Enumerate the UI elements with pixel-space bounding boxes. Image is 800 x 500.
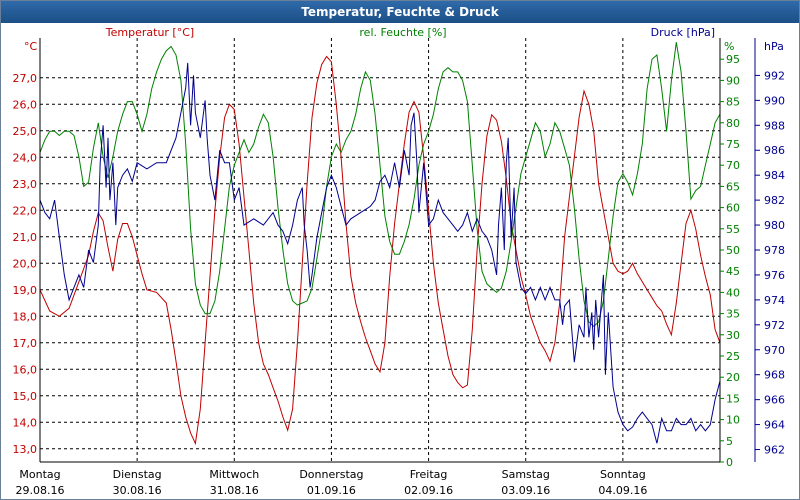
day-date-label: 29.08.16 [16, 484, 65, 497]
humidity-tick-label: 45 [726, 265, 740, 278]
temperature-tick-label: 17,0 [13, 337, 38, 350]
pressure-tick-label: 974 [764, 294, 785, 307]
humidity-tick-label: 25 [726, 350, 740, 363]
pressure-unit-label: hPa [764, 40, 784, 53]
day-date-label: 02.09.16 [404, 484, 453, 497]
temperature-tick-label: 14,0 [13, 416, 38, 429]
pressure-tick-label: 984 [764, 169, 785, 182]
temperature-tick-label: 19,0 [13, 284, 38, 297]
day-name-label: Samstag [502, 468, 550, 481]
temperature-tick-label: 15,0 [13, 390, 38, 403]
title-bar: Temperatur, Feuchte & Druck [1, 1, 799, 23]
humidity-tick-label: 75 [726, 138, 740, 151]
temperature-tick-label: 23,0 [13, 178, 38, 191]
pressure-tick-label: 992 [764, 69, 785, 82]
humidity-series-title: rel. Feuchte [%] [359, 26, 446, 39]
pressure-tick-label: 990 [764, 94, 785, 107]
day-name-label: Donnerstag [299, 468, 363, 481]
humidity-tick-label: 50 [726, 244, 740, 257]
pressure-series-line [39, 62, 721, 444]
humidity-tick-label: 0 [726, 456, 733, 469]
pressure-tick-label: 980 [764, 219, 785, 232]
day-name-label: Montag [19, 468, 60, 481]
temperature-tick-label: 22,0 [13, 204, 38, 217]
pressure-tick-label: 978 [764, 244, 785, 257]
temperature-tick-label: 26,0 [13, 98, 38, 111]
pressure-tick-label: 970 [764, 344, 785, 357]
humidity-tick-label: 20 [726, 371, 740, 384]
plot-frame [39, 38, 756, 463]
humidity-tick-label: 70 [726, 159, 740, 172]
grid [40, 38, 720, 462]
series-layer [39, 42, 721, 446]
pressure-tick-label: 976 [764, 269, 785, 282]
humidity-tick-label: 5 [726, 435, 733, 448]
day-name-label: Sonntag [600, 468, 646, 481]
humidity-tick-label: 95 [726, 53, 740, 66]
day-name-label: Mittwoch [209, 468, 259, 481]
temperature-tick-label: 20,0 [13, 257, 38, 270]
day-date-label: 01.09.16 [307, 484, 356, 497]
temperature-unit-label: °C [24, 40, 38, 53]
humidity-tick-label: 55 [726, 223, 740, 236]
pressure-tick-label: 962 [764, 444, 785, 457]
humidity-tick-label: 85 [726, 96, 740, 109]
temperature-tick-label: 21,0 [13, 231, 38, 244]
humidity-unit-label: % [724, 40, 734, 53]
humidity-tick-label: 90 [726, 74, 740, 87]
temperature-tick-label: 25,0 [13, 125, 38, 138]
humidity-tick-label: 60 [726, 202, 740, 215]
temperature-tick-label: 16,0 [13, 363, 38, 376]
pressure-tick-label: 988 [764, 119, 785, 132]
pressure-tick-label: 982 [764, 194, 785, 207]
temperature-tick-label: 13,0 [13, 443, 38, 456]
humidity-tick-label: 10 [726, 414, 740, 427]
temperature-series-title: Temperatur [°C] [105, 26, 194, 39]
pressure-tick-label: 968 [764, 369, 785, 382]
humidity-tick-label: 40 [726, 286, 740, 299]
temperature-series-line [39, 55, 721, 446]
pressure-tick-label: 986 [764, 144, 785, 157]
axis-labels: 13,0 14,0 15,0 16,0 17,0 18,0 19,0 20,0 21,0 22,0… [13, 26, 786, 497]
humidity-tick-label: 65 [726, 180, 740, 193]
pressure-tick-label: 972 [764, 319, 785, 332]
chart-title: Temperatur, Feuchte & Druck [301, 5, 499, 19]
temperature-tick-label: 24,0 [13, 151, 38, 164]
pressure-tick-label: 966 [764, 394, 785, 407]
humidity-tick-label: 15 [726, 392, 740, 405]
humidity-series-line [39, 42, 721, 327]
day-name-label: Freitag [410, 468, 448, 481]
humidity-tick-label: 35 [726, 308, 740, 321]
temperature-tick-label: 27,0 [13, 72, 38, 85]
day-name-label: Dienstag [113, 468, 162, 481]
day-date-label: 31.08.16 [210, 484, 259, 497]
humidity-tick-label: 80 [726, 117, 740, 130]
pressure-series-title: Druck [hPa] [651, 26, 715, 39]
day-date-label: 03.09.16 [501, 484, 550, 497]
temperature-tick-label: 18,0 [13, 310, 38, 323]
day-date-label: 30.08.16 [113, 484, 162, 497]
day-date-label: 04.09.16 [598, 484, 647, 497]
humidity-tick-label: 30 [726, 329, 740, 342]
pressure-tick-label: 964 [764, 419, 785, 432]
